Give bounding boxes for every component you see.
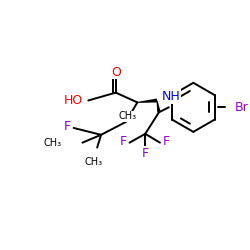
Polygon shape <box>137 98 157 103</box>
Text: F: F <box>120 135 126 148</box>
Text: CH₃: CH₃ <box>84 157 102 167</box>
Text: CH₃: CH₃ <box>118 111 137 121</box>
Polygon shape <box>156 100 161 112</box>
Text: F: F <box>163 135 170 148</box>
Text: F: F <box>64 120 71 134</box>
Text: O: O <box>111 66 121 78</box>
Text: F: F <box>142 147 149 160</box>
Text: NH: NH <box>162 90 181 103</box>
Text: Br: Br <box>234 101 248 114</box>
Text: HO: HO <box>64 94 84 107</box>
Text: CH₃: CH₃ <box>44 138 62 148</box>
